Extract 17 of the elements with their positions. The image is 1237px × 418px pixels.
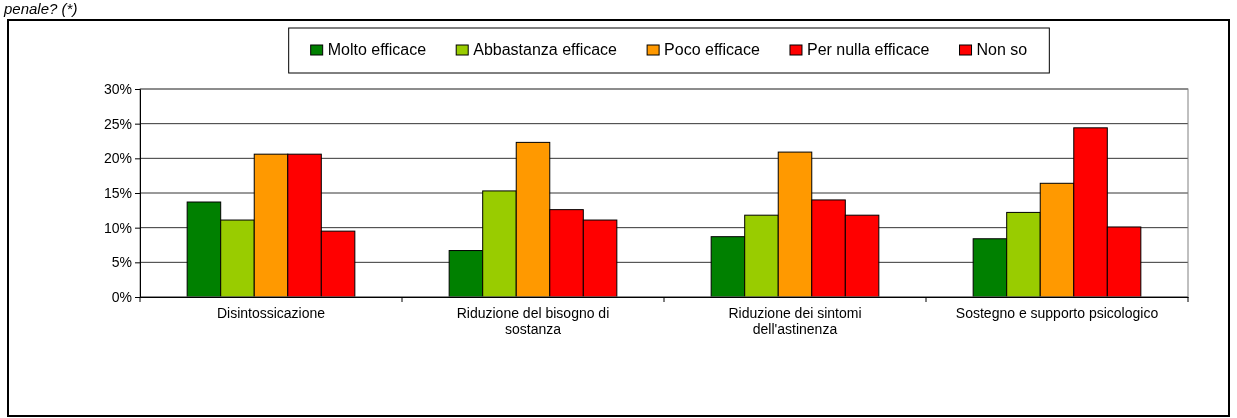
x-tick-label: Riduzione dei sintomi dell'astinenza: [728, 305, 862, 338]
y-tick-label: 5%: [111, 254, 132, 271]
y-tick-label: 20%: [103, 150, 132, 167]
x-tick-label: Riduzione del bisogno di sostanza: [456, 305, 610, 338]
chart-title: penale? (*): [3, 0, 78, 17]
legend-label: Abbastanza efficace: [473, 41, 618, 58]
legend-label: Per nulla efficace: [806, 41, 930, 58]
legend-label: Molto efficace: [327, 41, 427, 58]
y-tick-label: 25%: [103, 115, 132, 132]
y-tick-label: 30%: [103, 80, 132, 97]
x-tick-label: Sostegno e supporto psicologico: [955, 305, 1159, 322]
y-tick-label: 0%: [111, 288, 132, 305]
legend-label: Non so: [976, 41, 1028, 58]
y-tick-label: 10%: [103, 219, 132, 236]
y-tick-label: 15%: [103, 184, 132, 201]
legend-label: Poco efficace: [664, 41, 760, 58]
x-tick-label: Disintossicazione: [216, 305, 326, 322]
